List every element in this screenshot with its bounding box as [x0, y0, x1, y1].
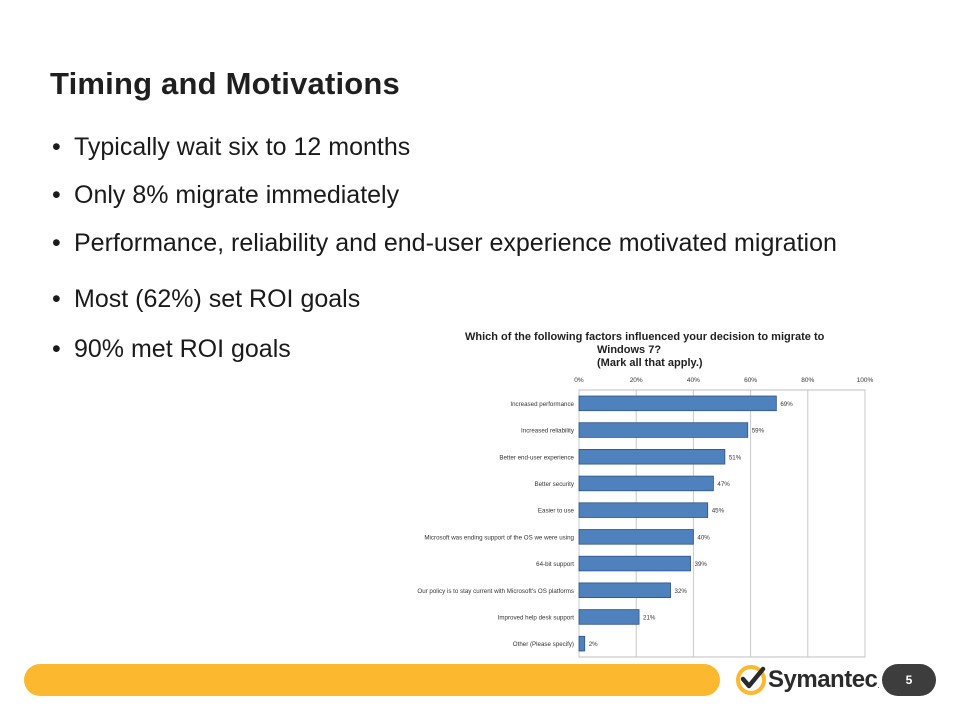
bullet-marker: •: [52, 285, 61, 313]
bullet-text: Typically wait six to 12 months: [74, 133, 411, 161]
page-number-badge: 5: [882, 664, 936, 696]
value-label: 59%: [752, 428, 765, 435]
bullet-list: • Typically wait six to 12 months • Only 8…: [52, 130, 912, 380]
bullet-text: Most (62%) set ROI goals: [74, 285, 361, 313]
bullet-item: • Typically wait six to 12 months: [52, 130, 912, 164]
category-label: Better security: [534, 481, 574, 488]
value-label: 32%: [675, 588, 688, 595]
bar: [578, 582, 671, 598]
bar-chart: Which of the following factors influence…: [405, 325, 885, 660]
bar: [578, 529, 694, 545]
value-label: 51%: [729, 454, 742, 461]
checkmark-logo-icon: [736, 665, 766, 695]
value-label: 45%: [712, 508, 725, 515]
symantec-logo: Symantec .: [736, 664, 880, 696]
value-label: 40%: [697, 534, 710, 541]
bar: [578, 609, 640, 625]
logo-wordmark: Symantec: [768, 666, 878, 693]
bar: [578, 449, 726, 465]
bullet-text: Performance, reliability and end-user ex…: [74, 229, 837, 257]
bar: [578, 635, 586, 652]
category-label: Better end-user experience: [499, 454, 574, 461]
bar: [578, 422, 749, 438]
footer-bar: [24, 664, 720, 696]
category-label: Improved help desk support: [498, 614, 575, 621]
x-tick-label: 20%: [630, 377, 643, 384]
slide-title: Timing and Motivations: [50, 66, 401, 101]
bar: [578, 475, 714, 492]
value-label: 2%: [589, 641, 598, 648]
category-label: Other (Please specify): [513, 641, 574, 648]
x-tick-label: 60%: [744, 377, 757, 384]
chart-title-line: Which of the following factors influence…: [465, 331, 825, 343]
bullet-text: Only 8% migrate immediately: [74, 181, 400, 209]
bullet-text: 90% met ROI goals: [74, 335, 291, 363]
x-tick-label: 80%: [801, 377, 814, 384]
category-label: Easier to use: [538, 508, 575, 515]
bar: [578, 395, 777, 412]
chart-plot: 0% 20% 40% 60% 80% 100% Increased performance 6…: [417, 377, 874, 658]
bullet-marker: •: [52, 335, 61, 363]
chart-title-line: (Mark all that apply.): [597, 357, 703, 369]
value-label: 39%: [695, 561, 708, 568]
bullet-item: • 90% met ROI goals: [52, 332, 912, 366]
value-label: 47%: [717, 481, 730, 488]
x-tick-label: 40%: [687, 377, 700, 384]
page-number: 5: [905, 673, 913, 687]
category-label: 64-bit support: [536, 561, 574, 568]
x-tick-label: 100%: [857, 377, 874, 384]
logo-trademark-dot: .: [877, 681, 880, 690]
bullet-marker: •: [52, 181, 61, 209]
bullet-marker: •: [52, 133, 61, 161]
category-label: Increased reliability: [521, 428, 575, 435]
chart-title-line: Windows 7?: [597, 344, 662, 356]
category-label: Our policy is to stay current with Micro…: [417, 588, 574, 595]
value-label: 69%: [780, 401, 793, 408]
bullet-marker: •: [52, 229, 61, 257]
bullet-item: • Performance, reliability and end-user e…: [52, 226, 912, 260]
value-label: 21%: [643, 614, 656, 621]
x-tick-label: 0%: [574, 377, 584, 384]
bullet-item: • Only 8% migrate immediately: [52, 178, 912, 212]
bar: [578, 555, 691, 572]
bullet-item: • Most (62%) set ROI goals: [52, 282, 912, 316]
chart-title: Which of the following factors influence…: [465, 331, 845, 370]
category-label: Microsoft was ending support of the OS w…: [424, 534, 574, 541]
category-label: Increased performance: [510, 401, 574, 408]
bar: [578, 502, 709, 518]
